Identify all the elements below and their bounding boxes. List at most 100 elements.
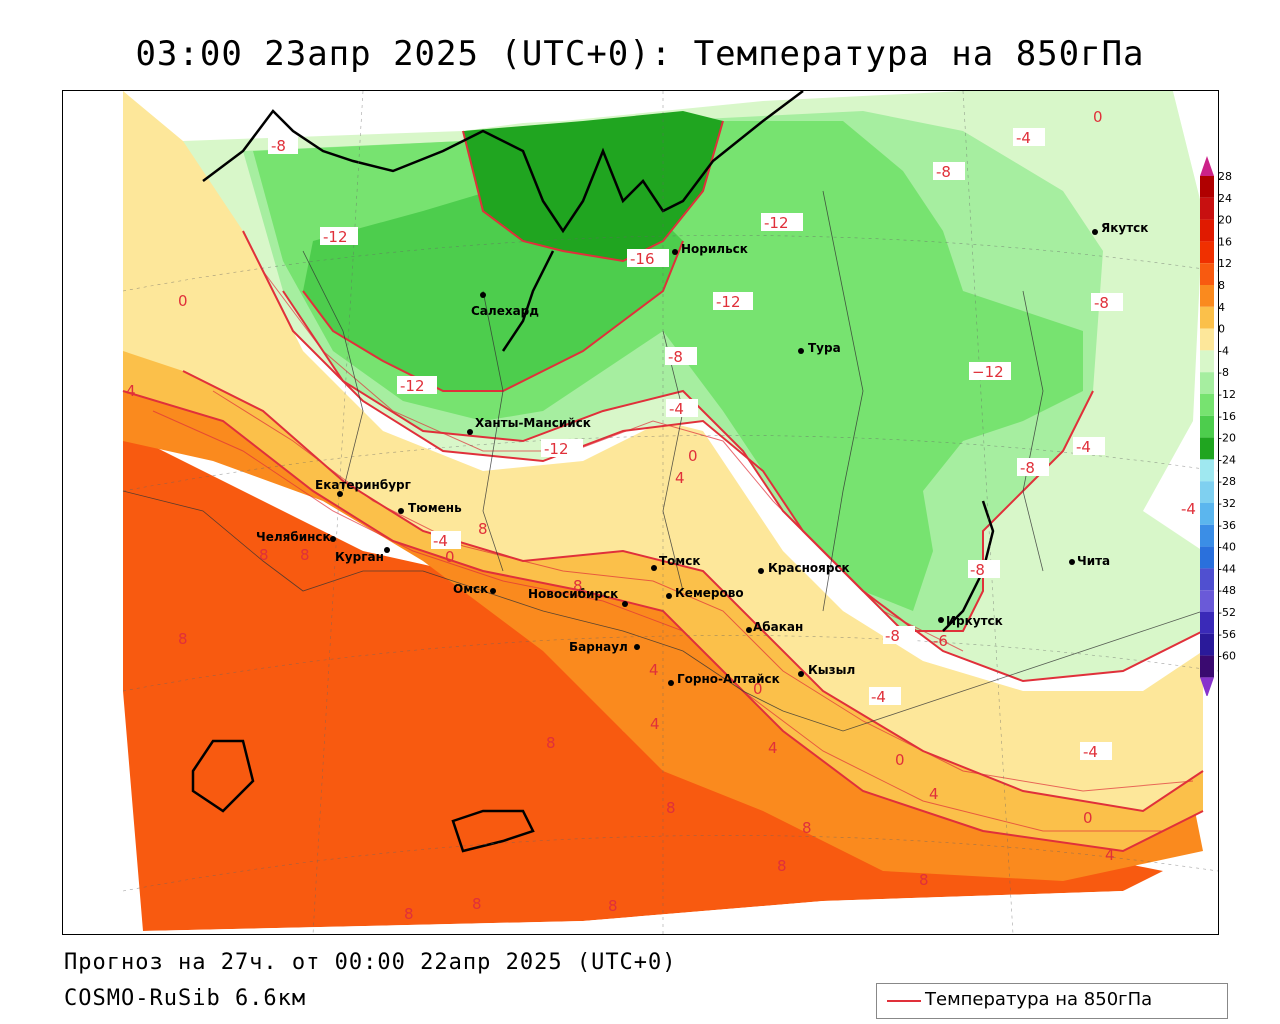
scale-tick-label: -36 xyxy=(1218,519,1236,532)
city-tyumen: Тюмень xyxy=(398,501,462,515)
svg-text:0: 0 xyxy=(895,751,905,769)
scale-tick-label: -12 xyxy=(1218,388,1236,401)
svg-text:Чита: Чита xyxy=(1077,554,1110,568)
svg-text:−12: −12 xyxy=(972,363,1004,381)
svg-text:-12: -12 xyxy=(323,228,348,246)
scale-tick-label: 28 xyxy=(1218,170,1232,183)
scale-swatch xyxy=(1200,197,1214,220)
svg-text:4: 4 xyxy=(650,715,660,733)
svg-text:Омск: Омск xyxy=(453,582,488,596)
svg-text:Ханты-Мансийск: Ханты-Мансийск xyxy=(475,416,591,430)
scale-swatch xyxy=(1200,481,1214,503)
scale-swatch xyxy=(1200,524,1214,547)
scale-tick-label: -24 xyxy=(1218,453,1236,466)
svg-text:-12: -12 xyxy=(716,293,741,311)
city-gorno-altaysk: Горно-Алтайск xyxy=(668,672,780,686)
svg-text:-8: -8 xyxy=(885,627,900,645)
city-krasnoyarsk: Красноярск xyxy=(758,561,850,575)
city-omsk: Омск xyxy=(453,582,496,596)
coastlines xyxy=(191,91,995,853)
svg-text:0: 0 xyxy=(1093,108,1103,126)
svg-text:0: 0 xyxy=(445,548,455,566)
svg-text:Курган: Курган xyxy=(335,550,384,564)
svg-text:-12: -12 xyxy=(400,377,425,395)
svg-text:Горно-Алтайск: Горно-Алтайск xyxy=(677,672,780,686)
scale-swatch xyxy=(1200,176,1214,198)
svg-text:-12: -12 xyxy=(544,440,569,458)
svg-text:8: 8 xyxy=(546,734,556,752)
svg-text:Салехард: Салехард xyxy=(471,304,539,318)
svg-text:-8: -8 xyxy=(936,163,951,181)
scale-swatch xyxy=(1200,285,1214,307)
scale-swatch xyxy=(1200,394,1214,416)
svg-text:8: 8 xyxy=(919,871,929,889)
svg-text:Кызыл: Кызыл xyxy=(808,663,855,677)
svg-text:-4: -4 xyxy=(1181,500,1196,518)
scale-swatch xyxy=(1200,655,1214,678)
svg-text:0: 0 xyxy=(753,680,763,698)
svg-text:-4: -4 xyxy=(669,400,684,418)
svg-text:Якутск: Якутск xyxy=(1101,221,1148,235)
scale-tick-label: 20 xyxy=(1218,214,1232,227)
svg-text:-12: -12 xyxy=(764,214,789,232)
legend: Температура на 850гПа xyxy=(876,983,1228,1019)
scale-swatch xyxy=(1200,372,1214,394)
svg-text:-4: -4 xyxy=(1076,438,1091,456)
svg-text:8: 8 xyxy=(300,546,310,564)
svg-text:Томск: Томск xyxy=(659,554,701,568)
legend-line-swatch xyxy=(887,1000,921,1002)
scale-tick-label: -52 xyxy=(1218,606,1236,619)
scale-swatch xyxy=(1200,503,1214,525)
svg-text:-6: -6 xyxy=(933,632,948,650)
scale-tick-label: -32 xyxy=(1218,497,1236,510)
scale-swatch xyxy=(1200,350,1214,373)
scale-swatch xyxy=(1200,437,1214,460)
scale-tick-label: -4 xyxy=(1218,344,1229,357)
city-yakutsk: Якутск xyxy=(1092,221,1148,235)
scale-swatch xyxy=(1200,306,1214,329)
isoline-labels: -8 -12 0 4 -16 -12 -12 -8 -4 0 4 -12 -12… xyxy=(126,108,1209,923)
scale-tick-label: -40 xyxy=(1218,541,1236,554)
svg-text:Иркутск: Иркутск xyxy=(946,614,1003,628)
svg-text:Екатеринбург: Екатеринбург xyxy=(315,478,411,492)
lat-lon-grid xyxy=(122,91,1218,934)
scale-tick-label: -28 xyxy=(1218,475,1236,488)
svg-text:8: 8 xyxy=(472,895,482,913)
scale-tick-label: 12 xyxy=(1218,257,1232,270)
svg-text:4: 4 xyxy=(675,469,685,487)
city-norilsk: Норильск xyxy=(672,242,748,256)
city-irkutsk: Иркутск xyxy=(938,614,1003,628)
svg-text:Красноярск: Красноярск xyxy=(768,561,850,575)
svg-text:8: 8 xyxy=(259,546,269,564)
scale-tick-label: -48 xyxy=(1218,584,1236,597)
scale-tick-label: -44 xyxy=(1218,562,1236,575)
scale-swatch xyxy=(1200,568,1214,591)
svg-text:-4: -4 xyxy=(433,532,448,550)
city-novosibirsk: Новосибирск xyxy=(528,587,628,607)
city-abakan: Абакан xyxy=(746,620,803,634)
svg-text:8: 8 xyxy=(777,857,787,875)
svg-text:Тура: Тура xyxy=(808,341,841,355)
city-kyzyl: Кызыл xyxy=(798,663,855,677)
city-khanty-mansiysk: Ханты-Мансийск xyxy=(467,416,591,435)
svg-text:4: 4 xyxy=(649,661,659,679)
svg-text:Барнаул: Барнаул xyxy=(569,640,628,654)
svg-text:4: 4 xyxy=(768,739,778,757)
color-scale: 28 24 20 16 12 8 4 0 -4 -8 -12 -16 -20 -24 -28 -32 -36 -4… xyxy=(1198,156,1278,698)
legend-label: Температура на 850гПа xyxy=(925,989,1153,1010)
map-title: 03:00 23апр 2025 (UTC+0): Температура на… xyxy=(135,34,1145,74)
svg-text:8: 8 xyxy=(573,577,583,595)
scale-tick-label: -20 xyxy=(1218,432,1236,445)
city-chelyabinsk: Челябинск xyxy=(256,530,336,544)
city-kurgan: Курган xyxy=(335,547,390,564)
svg-text:Норильск: Норильск xyxy=(681,242,748,256)
contour-lines-thin xyxy=(152,270,1194,832)
map-canvas: Якутск Норильск Салехард Тура Ханты-Манс… xyxy=(63,91,1218,934)
scale-swatch xyxy=(1200,612,1214,634)
scale-swatch xyxy=(1200,241,1214,264)
city-tomsk: Томск xyxy=(651,554,701,571)
scale-tick-label: -60 xyxy=(1218,650,1236,663)
city-tura: Тура xyxy=(798,341,841,355)
scale-tick-label: 16 xyxy=(1218,235,1232,248)
svg-text:-4: -4 xyxy=(871,688,886,706)
